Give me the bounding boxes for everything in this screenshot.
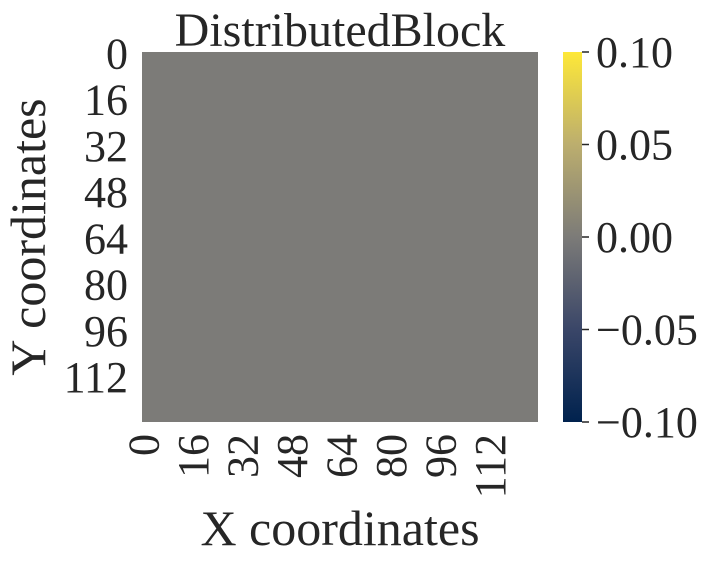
y-axis-label: Y coordinates xyxy=(0,98,56,375)
x-tick-label: 32 xyxy=(219,434,268,478)
colorbar-tick-label: 0.05 xyxy=(596,121,673,170)
y-tick-label: 112 xyxy=(64,353,128,402)
y-tick-label: 48 xyxy=(84,168,128,217)
y-tick-label: 16 xyxy=(84,76,128,125)
x-tick-label: 96 xyxy=(417,434,466,478)
x-tick-label: 112 xyxy=(466,434,515,498)
chart-title: DistributedBlock xyxy=(175,4,506,57)
colorbar xyxy=(563,52,582,422)
colorbar-tick-label: −0.10 xyxy=(596,398,698,447)
colorbar-ticks: 0.10 0.05 0.00 −0.05 −0.10 xyxy=(582,28,698,447)
x-tick-label: 16 xyxy=(169,434,218,478)
y-tick-label: 0 xyxy=(106,29,128,78)
colorbar-tick-label: 0.10 xyxy=(596,28,673,77)
x-tick-label: 48 xyxy=(268,434,317,478)
x-axis-label: X coordinates xyxy=(200,500,479,556)
y-tick-label: 64 xyxy=(84,214,128,263)
heatmap-cells xyxy=(142,52,538,422)
x-tick-label: 0 xyxy=(120,434,169,456)
y-tick-label: 32 xyxy=(84,122,128,171)
x-tick-label: 80 xyxy=(367,434,416,478)
x-tick-label: 64 xyxy=(318,434,367,478)
colorbar-tick-label: 0.00 xyxy=(596,213,673,262)
y-tick-label: 80 xyxy=(84,261,128,310)
x-tick-labels: 0 16 32 48 64 80 96 112 xyxy=(120,434,516,498)
y-tick-label: 96 xyxy=(84,307,128,356)
colorbar-tick-label: −0.05 xyxy=(596,306,698,355)
